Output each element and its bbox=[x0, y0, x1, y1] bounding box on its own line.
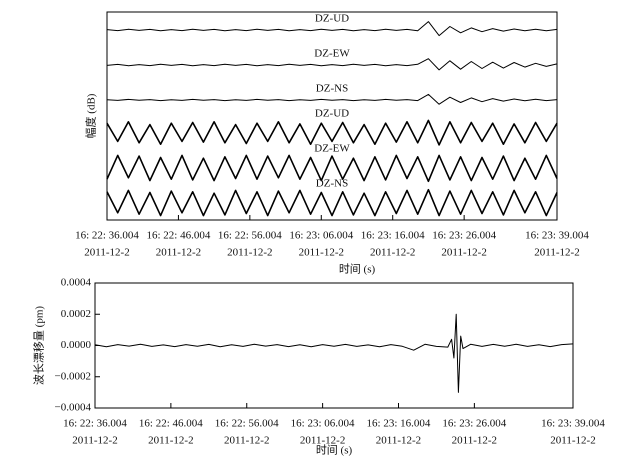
x-tick-date: 2011-12-2 bbox=[84, 247, 129, 259]
x-tick-label: 16: 23: 16.004 bbox=[367, 418, 431, 430]
trace-label: DZ-EW bbox=[314, 143, 350, 155]
y-tick-label: −0.0002 bbox=[55, 370, 91, 382]
y-tick-label: 0.0002 bbox=[61, 308, 91, 320]
x-tick-date: 2011-12-2 bbox=[441, 247, 486, 259]
trace-label: DZ-EW bbox=[314, 48, 350, 60]
x-tick-label: 16: 23: 06.004 bbox=[291, 418, 355, 430]
x-axis-label: 时间 (s) bbox=[339, 263, 376, 276]
x-tick-label: 16: 23: 26.004 bbox=[432, 230, 496, 242]
trace-label: DZ-NS bbox=[316, 178, 348, 190]
x-tick-label: 16: 22: 36.004 bbox=[63, 418, 127, 430]
x-tick-label: 16: 23: 06.004 bbox=[289, 230, 353, 242]
trace bbox=[94, 313, 574, 393]
x-tick-date: 2011-12-2 bbox=[148, 435, 193, 447]
plot-frame bbox=[106, 11, 558, 221]
trace-label: DZ-UD bbox=[315, 108, 349, 120]
x-tick-date: 2011-12-2 bbox=[370, 247, 415, 259]
x-tick-label: 16: 22: 36.004 bbox=[75, 230, 139, 242]
x-tick-date: 2011-12-2 bbox=[299, 247, 344, 259]
x-tick-date: 2011-12-2 bbox=[376, 435, 421, 447]
x-tick-label: 16: 23: 39.004 bbox=[541, 418, 605, 430]
x-tick-date: 2011-12-2 bbox=[534, 247, 579, 259]
trace-label: DZ-UD bbox=[315, 13, 349, 25]
x-tick-date: 2011-12-2 bbox=[156, 247, 201, 259]
x-tick-label: 16: 22: 56.004 bbox=[215, 418, 279, 430]
trace bbox=[106, 154, 558, 183]
x-tick-date: 2011-12-2 bbox=[300, 435, 345, 447]
x-tick-label: 16: 22: 46.004 bbox=[146, 230, 210, 242]
trace bbox=[106, 188, 558, 217]
trace bbox=[106, 21, 558, 37]
trace bbox=[106, 93, 558, 105]
trace bbox=[106, 58, 558, 71]
x-tick-date: 2011-12-2 bbox=[227, 247, 272, 259]
x-tick-label: 16: 22: 56.004 bbox=[218, 230, 282, 242]
x-tick-date: 2011-12-2 bbox=[452, 435, 497, 447]
y-axis-label: 波长漂移量 (pm) bbox=[33, 306, 46, 385]
y-tick-label: 0.0004 bbox=[61, 277, 92, 289]
x-tick-date: 2011-12-2 bbox=[224, 435, 269, 447]
trace bbox=[106, 119, 558, 146]
x-tick-label: 16: 23: 26.004 bbox=[442, 418, 506, 430]
trace-label: DZ-NS bbox=[316, 83, 348, 95]
x-tick-date: 2011-12-2 bbox=[550, 435, 595, 447]
x-tick-date: 2011-12-2 bbox=[72, 435, 117, 447]
x-tick-label: 16: 23: 16.004 bbox=[361, 230, 425, 242]
y-axis-label: 幅度 (dB) bbox=[84, 93, 98, 138]
x-tick-label: 16: 23: 39.004 bbox=[525, 230, 589, 242]
x-tick-label: 16: 22: 46.004 bbox=[139, 418, 203, 430]
y-tick-label: 0.0000 bbox=[61, 339, 92, 351]
y-tick-label: −0.0004 bbox=[55, 402, 92, 414]
x-axis-label: 时间 (s) bbox=[316, 444, 353, 457]
